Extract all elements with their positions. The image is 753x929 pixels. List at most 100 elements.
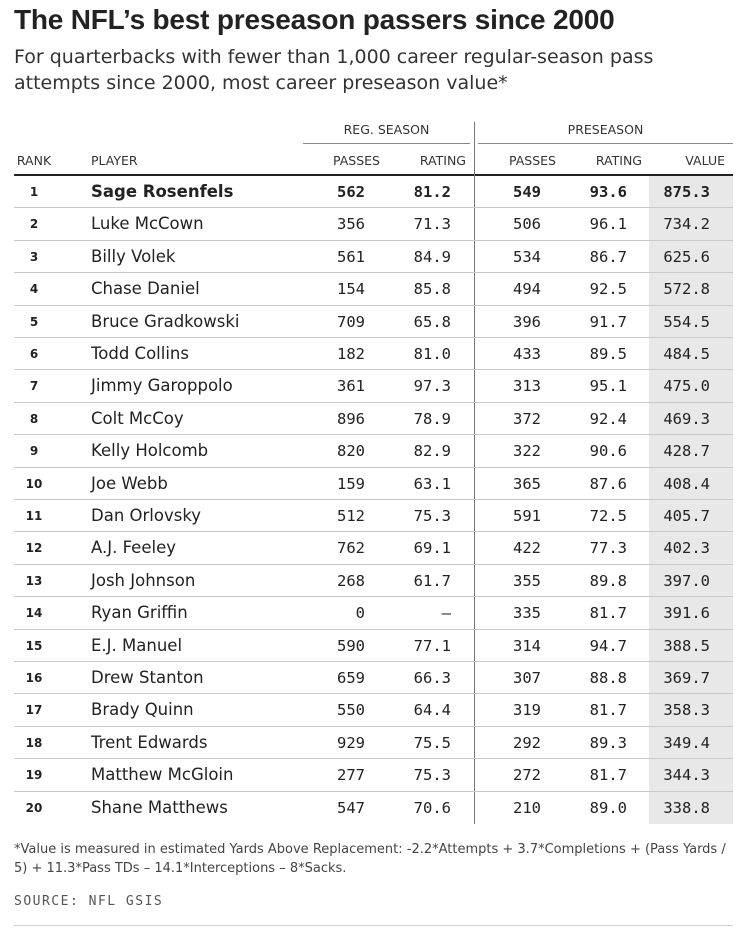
pre-rating-cell: 81.7: [589, 701, 627, 720]
table-row: 6 Todd Collins 182 81.0 433 89.5 484.5: [14, 338, 733, 371]
player-name: Luke McCown: [91, 214, 204, 234]
rank-cell: 18: [25, 735, 43, 750]
player-name: Joe Webb: [91, 473, 168, 493]
value-cell: 475.0: [663, 377, 710, 396]
pre-passes-cell: 422: [513, 539, 541, 558]
table-row: 1 Sage Rosenfels 562 81.2 549 93.6 875.3: [14, 176, 733, 209]
pre-passes-cell: 396: [513, 312, 541, 331]
reg-passes-cell: 356: [337, 215, 365, 234]
table-row: 2 Luke McCown 356 71.3 506 96.1 734.2: [14, 208, 733, 241]
pre-passes-cell: 534: [513, 247, 541, 266]
pre-rating-cell: 96.1: [589, 215, 627, 234]
reg-rating-cell: 71.3: [413, 215, 451, 234]
value-cell: 402.3: [663, 539, 710, 558]
reg-passes-cell: 547: [337, 798, 365, 817]
preseason-separator: [474, 122, 475, 824]
reg-rating-cell: 65.8: [413, 312, 451, 331]
pre-rating-cell: 92.5: [589, 280, 627, 299]
group-underline-preseason: [478, 143, 733, 144]
value-cell: 405.7: [663, 507, 710, 525]
value-cell: 397.0: [663, 571, 710, 590]
player-name: Shane Matthews: [91, 797, 228, 817]
pre-passes-cell: 433: [513, 345, 541, 363]
table-row: 7 Jimmy Garoppolo 361 97.3 313 95.1 475.0: [14, 370, 733, 403]
pre-rating-cell: 72.5: [589, 507, 627, 525]
rank-cell: 11: [25, 509, 43, 523]
column-header-reg-rating: RATING: [419, 153, 466, 168]
reg-passes-cell: 512: [337, 507, 365, 525]
reg-rating-cell: 66.3: [413, 669, 451, 687]
column-header-pre-rating: RATING: [595, 153, 642, 168]
pre-rating-cell: 91.7: [589, 312, 627, 331]
player-name: Jimmy Garoppolo: [91, 376, 233, 396]
table-row: 16 Drew Stanton 659 66.3 307 88.8 369.7: [14, 662, 733, 695]
pre-passes-cell: 307: [513, 669, 541, 687]
reg-rating-cell: 75.5: [413, 733, 451, 752]
pre-passes-cell: 372: [513, 409, 541, 428]
pre-passes-cell: 506: [513, 215, 541, 234]
value-cell: 338.8: [663, 798, 710, 817]
reg-rating-cell: 77.1: [413, 636, 451, 655]
rank-cell: 13: [25, 573, 43, 588]
player-name: Kelly Holcomb: [91, 441, 209, 461]
reg-passes-cell: 154: [337, 280, 365, 299]
pre-rating-cell: 89.0: [589, 798, 627, 817]
player-name: E.J. Manuel: [91, 635, 183, 655]
pre-rating-cell: 89.3: [589, 733, 627, 752]
rank-cell: 3: [29, 249, 39, 264]
reg-rating-cell: 69.1: [413, 539, 451, 558]
reg-passes-cell: 709: [337, 312, 365, 331]
value-column-background: [649, 176, 733, 824]
table-row: 9 Kelly Holcomb 820 82.9 322 90.6 428.7: [14, 435, 733, 468]
reg-rating-cell: 63.1: [413, 474, 451, 493]
pre-rating-cell: 88.8: [589, 669, 627, 687]
pre-passes-cell: 549: [513, 183, 541, 201]
value-cell: 388.5: [663, 636, 710, 655]
value-cell: 344.3: [663, 766, 710, 785]
pre-rating-cell: 89.5: [589, 345, 627, 363]
table-row: 18 Trent Edwards 929 75.5 292 89.3 349.4: [14, 727, 733, 760]
reg-rating-cell: 82.9: [413, 442, 451, 461]
table-row: 17 Brady Quinn 550 64.4 319 81.7 358.3: [14, 694, 733, 727]
player-name: Matthew McGloin: [91, 765, 234, 785]
header-rule: [14, 174, 733, 176]
reg-passes-cell: 277: [337, 766, 365, 785]
reg-rating-cell: 81.0: [413, 345, 451, 363]
value-cell: 369.7: [663, 669, 710, 687]
column-header-player: PLAYER: [91, 153, 138, 168]
reg-passes-cell: 762: [337, 539, 365, 558]
player-name: Brady Quinn: [91, 700, 194, 720]
pre-passes-cell: 355: [513, 571, 541, 590]
pre-rating-cell: 81.7: [589, 766, 627, 785]
player-name: Chase Daniel: [91, 279, 200, 299]
column-header-rank: RANK: [16, 153, 52, 168]
value-cell: 875.3: [663, 183, 710, 201]
reg-rating-cell: 81.2: [413, 183, 451, 201]
pre-passes-cell: 365: [513, 474, 541, 493]
rank-cell: 20: [25, 800, 43, 815]
player-name: Josh Johnson: [91, 570, 196, 590]
rank-cell: 9: [29, 444, 39, 459]
pre-passes-cell: 210: [513, 798, 541, 817]
value-cell: 625.6: [663, 247, 710, 266]
pre-passes-cell: 292: [513, 733, 541, 752]
table-row: 20 Shane Matthews 547 70.6 210 89.0 338.8: [14, 792, 733, 824]
pre-passes-cell: 335: [513, 604, 541, 623]
table-row: 10 Joe Webb 159 63.1 365 87.6 408.4: [14, 468, 733, 500]
player-name: Bruce Gradkowski: [91, 311, 240, 331]
reg-rating-cell: 64.4: [413, 701, 451, 720]
footer-rule: [14, 925, 733, 926]
reg-passes-cell: 159: [337, 474, 365, 493]
value-cell: 358.3: [663, 701, 710, 720]
rank-cell: 2: [29, 217, 39, 232]
reg-passes-cell: 561: [337, 247, 365, 266]
player-name: A.J. Feeley: [91, 538, 176, 558]
reg-rating-cell: 70.6: [413, 798, 451, 817]
player-name: Todd Collins: [91, 344, 189, 363]
reg-passes-cell: 182: [337, 345, 365, 363]
pre-rating-cell: 86.7: [589, 247, 627, 266]
pre-passes-cell: 313: [513, 377, 541, 396]
table-row: 19 Matthew McGloin 277 75.3 272 81.7 344.3: [14, 759, 733, 792]
value-cell: 554.5: [663, 312, 710, 331]
rank-cell: 5: [29, 314, 39, 329]
